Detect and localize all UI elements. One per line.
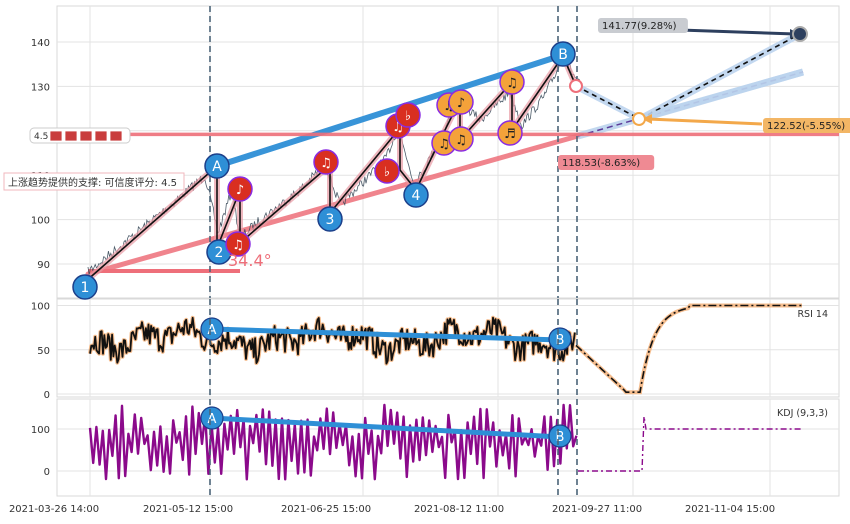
kdj-title: KDJ (9,3,3) [777, 408, 828, 419]
x-tick-label: 2021-05-12 15:00 [143, 504, 233, 515]
kdj-panel: AB [88, 403, 803, 481]
note-marker-label: ♫ [455, 133, 467, 148]
note-marker-label: ♪ [457, 96, 465, 111]
target-mid-point [632, 112, 646, 126]
support-callout-text: 上涨趋势提供的支撑: 可信度评分: 4.5 [8, 176, 177, 189]
wave-point [403, 182, 429, 208]
panel-frame-kdj [56, 398, 840, 497]
target-mid-arrow [647, 117, 763, 126]
price-tick-label: 140 [31, 38, 50, 49]
target-label-box [558, 155, 655, 170]
kdj-tick-label: 0 [44, 467, 50, 478]
projection-band-2 [639, 68, 804, 123]
kdj-point-label: A [208, 412, 217, 427]
target-up-point [792, 26, 808, 42]
note-marker-label: ♫ [506, 76, 518, 91]
wave-point [317, 206, 343, 232]
target-low-point [569, 79, 583, 93]
kdj-point [548, 424, 572, 448]
note-marker-label: ♭ [405, 109, 411, 124]
rsi-tick-label: 0 [44, 390, 50, 401]
rsi-title: RSI 14 [797, 309, 828, 320]
note-marker-label: ♬ [504, 127, 516, 142]
note-marker-label: ♫ [320, 156, 332, 171]
note-marker [374, 158, 400, 184]
kdj-point-label: B [556, 430, 565, 445]
wave-point-label: A [212, 159, 222, 175]
price-tick-label: 100 [31, 216, 50, 227]
angle-label: 34.4° [228, 251, 272, 270]
note-marker [448, 126, 474, 152]
target-label-text: 141.77(9.28%) [602, 21, 677, 32]
note-marker [225, 231, 251, 257]
score-icon [94, 130, 108, 142]
wave-point [204, 153, 230, 179]
rsi-content [88, 303, 802, 395]
rsi-trend-line [209, 326, 563, 343]
grid-layer [56, 5, 840, 497]
rsi-projection [575, 304, 802, 394]
target-up-arrow [679, 28, 796, 36]
kdj-projection [578, 416, 803, 472]
price-tick-label: 90 [37, 260, 50, 271]
x-tick-label: 2021-08-12 11:00 [414, 504, 504, 515]
score-icon [64, 130, 78, 142]
wave-point [72, 274, 98, 300]
kdj-tick-label: 100 [31, 425, 50, 436]
note-marker-label: ♭ [384, 165, 390, 180]
target-mid-arrow-head [642, 114, 652, 124]
rsi-tick-label: 100 [31, 302, 50, 313]
kdj-point [200, 406, 224, 430]
note-marker [448, 89, 474, 115]
target-label-text: 118.53(-8.63%) [562, 158, 640, 169]
note-marker-label: ♫ [443, 99, 455, 114]
rsi-point-label: A [208, 323, 217, 338]
wave-line [84, 55, 577, 283]
rsi-point-label: B [556, 333, 565, 348]
note-marker [499, 69, 525, 95]
x-tick-label: 2021-11-04 15:00 [685, 504, 775, 515]
wave-point [550, 41, 576, 67]
x-tick-label: 2021-03-26 14:00 [9, 504, 99, 515]
note-marker [313, 149, 339, 175]
overlay-layer [209, 299, 578, 496]
panel-frame-rsi [56, 298, 840, 398]
score-icon [109, 130, 123, 142]
target-label-box [763, 118, 850, 133]
wave-point-label: 1 [81, 280, 90, 296]
x-tick-label: 2021-09-27 11:00 [552, 504, 642, 515]
wave-point-label: B [558, 47, 568, 63]
wave-point-label: 3 [326, 212, 335, 228]
support-callout-box [3, 172, 185, 191]
x-tick-label: 2021-06-25 15:00 [281, 504, 371, 515]
note-marker-label: ♫ [438, 137, 450, 152]
rsi-point [200, 317, 224, 341]
note-marker-label: ♪ [236, 183, 244, 198]
note-marker [395, 102, 421, 128]
kdj-content [88, 403, 803, 481]
score-icon [49, 130, 63, 142]
target-label-text: 122.52(-5.55%) [767, 121, 845, 132]
note-marker-label: ♫ [392, 120, 404, 135]
note-marker-label: ♫ [232, 238, 244, 253]
price-tick-label: 130 [31, 82, 50, 93]
axis-layer: 9010011012013014005010001002021-03-26 14… [9, 38, 828, 515]
target-label-box [598, 18, 688, 33]
kdj-trend-line [209, 415, 563, 440]
rsi-point [548, 327, 572, 351]
wave-point-label: 4 [412, 188, 421, 204]
note-marker [227, 176, 253, 202]
rsi-panel: AB [88, 303, 802, 395]
price-panel: 141.77(9.28%) 122.52(-5.55%) 118.53(-8.63%… [3, 6, 850, 300]
rsi-tick-label: 50 [37, 346, 50, 357]
score-badge-label: 4.5 [34, 132, 48, 142]
note-marker [497, 120, 523, 146]
kdj-series [88, 403, 578, 481]
score-icon [79, 130, 93, 142]
wave-point-label: 2 [215, 245, 224, 261]
